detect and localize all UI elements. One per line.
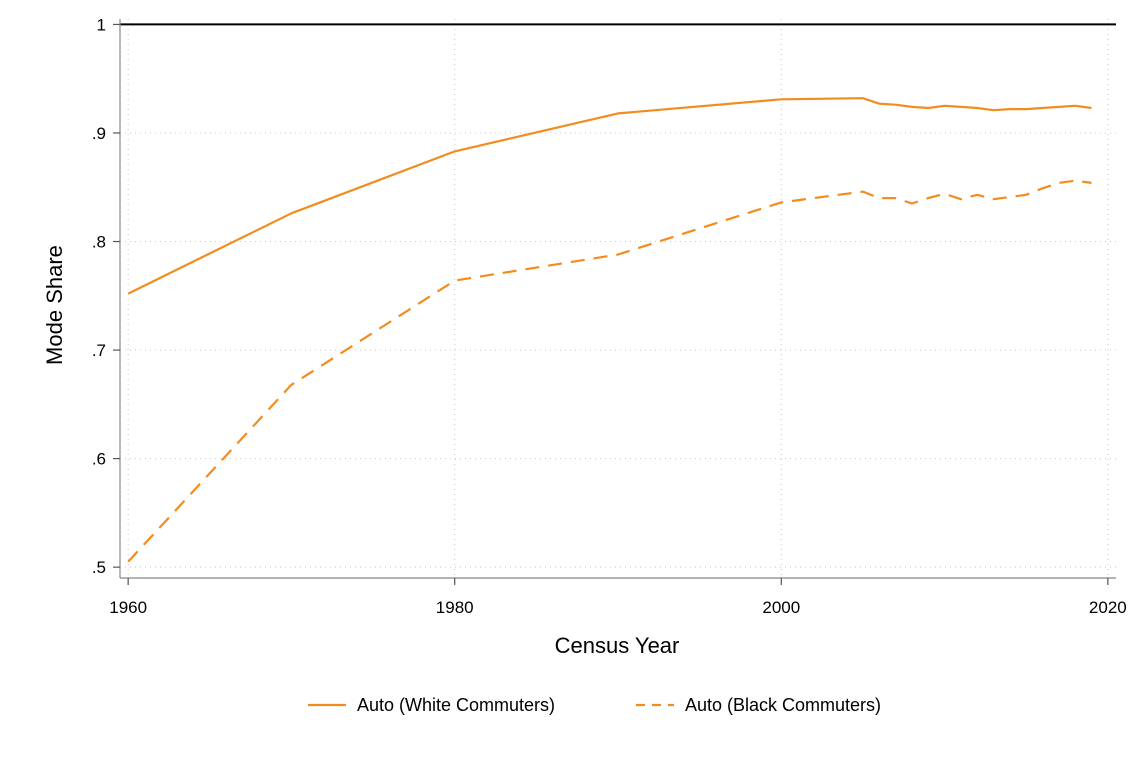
y-tick-label: .8 [92, 233, 106, 252]
legend-label-white: Auto (White Commuters) [357, 695, 555, 715]
y-tick-label: .7 [92, 341, 106, 360]
axes: .5 .6 .7 .8 .9 1 1960 1980 2000 2020 [92, 15, 1127, 617]
x-tick-label: 1980 [436, 598, 474, 617]
x-tick-label: 1960 [109, 598, 147, 617]
x-tick-label: 2020 [1089, 598, 1127, 617]
y-tick-label: .5 [92, 558, 106, 577]
grid [120, 19, 1116, 578]
series-line-black-commuters [127, 179, 1092, 563]
y-tick-label: .9 [92, 124, 106, 143]
series-lines [127, 97, 1092, 563]
y-tick-label: 1 [97, 15, 106, 34]
x-tick-label: 2000 [762, 598, 800, 617]
legend-label-black: Auto (Black Commuters) [685, 695, 881, 715]
legend: Auto (White Commuters) Auto (Black Commu… [308, 695, 881, 715]
y-axis-label: Mode Share [42, 245, 67, 365]
y-tick-label: .6 [92, 450, 106, 469]
x-axis-label: Census Year [555, 633, 680, 658]
series-line-white-commuters [127, 97, 1092, 295]
